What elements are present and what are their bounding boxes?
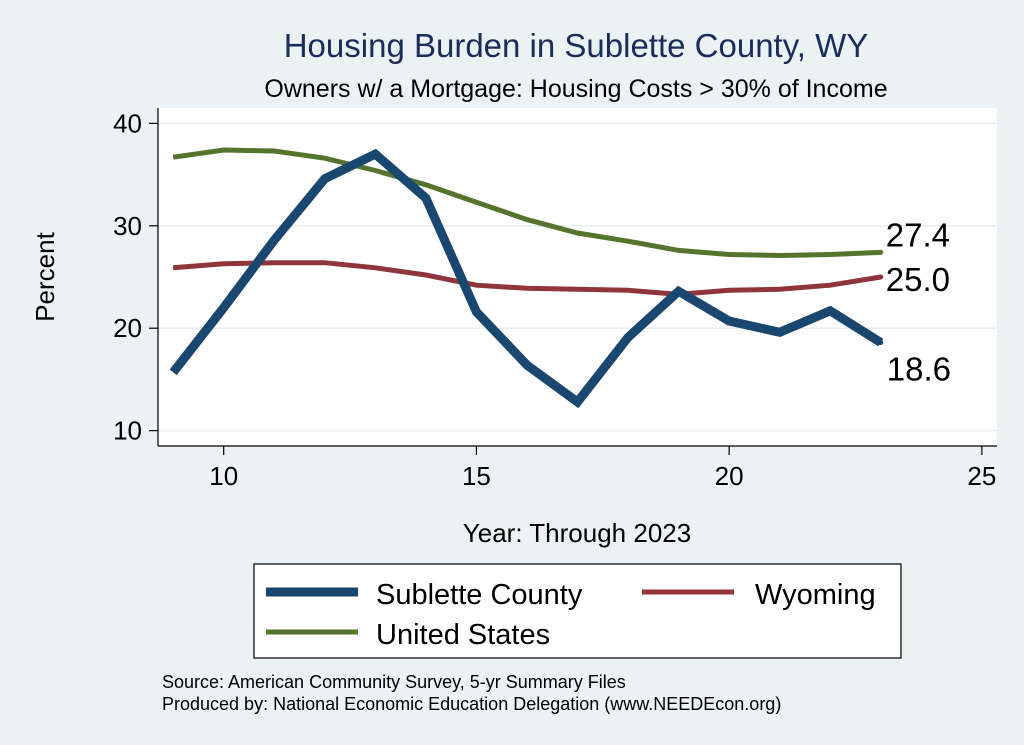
y-tick-label: 40 <box>113 108 142 138</box>
legend-box <box>253 563 902 659</box>
end-marker <box>878 249 884 255</box>
legend-label-sublette: Sublette County <box>376 579 583 611</box>
end-value-label: 27.4 <box>886 216 950 253</box>
series-line-sublette-county <box>169 148 884 409</box>
end-labels: 18.6 25.0 27.4 <box>878 216 951 388</box>
x-tick-label: 10 <box>209 461 238 491</box>
legend-label-us: United States <box>376 619 550 651</box>
plot-area <box>158 108 997 446</box>
y-axis-label: Percent <box>30 231 60 321</box>
legend: Sublette County Wyoming United States <box>253 563 902 659</box>
series-line-united-states <box>172 147 881 259</box>
y-tick-label: 30 <box>113 211 142 241</box>
chart-title: Housing Burden in Sublette County, WY <box>284 27 869 64</box>
y-tick-label: 10 <box>113 416 142 446</box>
legend-label-wyoming: Wyoming <box>755 579 876 611</box>
end-value-label: 18.6 <box>887 351 951 388</box>
x-tick-label: 25 <box>967 461 996 491</box>
x-tick-label: 15 <box>462 461 491 491</box>
end-value-label: 25.0 <box>886 261 950 298</box>
source-line-2: Produced by: National Economic Education… <box>162 694 781 714</box>
x-tick-label: 20 <box>715 461 744 491</box>
end-marker <box>878 340 884 346</box>
chart-subtitle: Owners w/ a Mortgage: Housing Costs > 30… <box>264 75 887 103</box>
series-line-wyoming <box>172 260 882 297</box>
end-marker <box>878 274 884 280</box>
x-axis-label: Year: Through 2023 <box>463 518 691 548</box>
source-line-1: Source: American Community Survey, 5-yr … <box>162 672 626 692</box>
y-tick-label: 20 <box>113 313 142 343</box>
axis-ticks: 10 20 30 40 10 15 20 25 <box>113 108 996 491</box>
series-lines <box>169 147 884 409</box>
gridlines <box>158 122 997 432</box>
